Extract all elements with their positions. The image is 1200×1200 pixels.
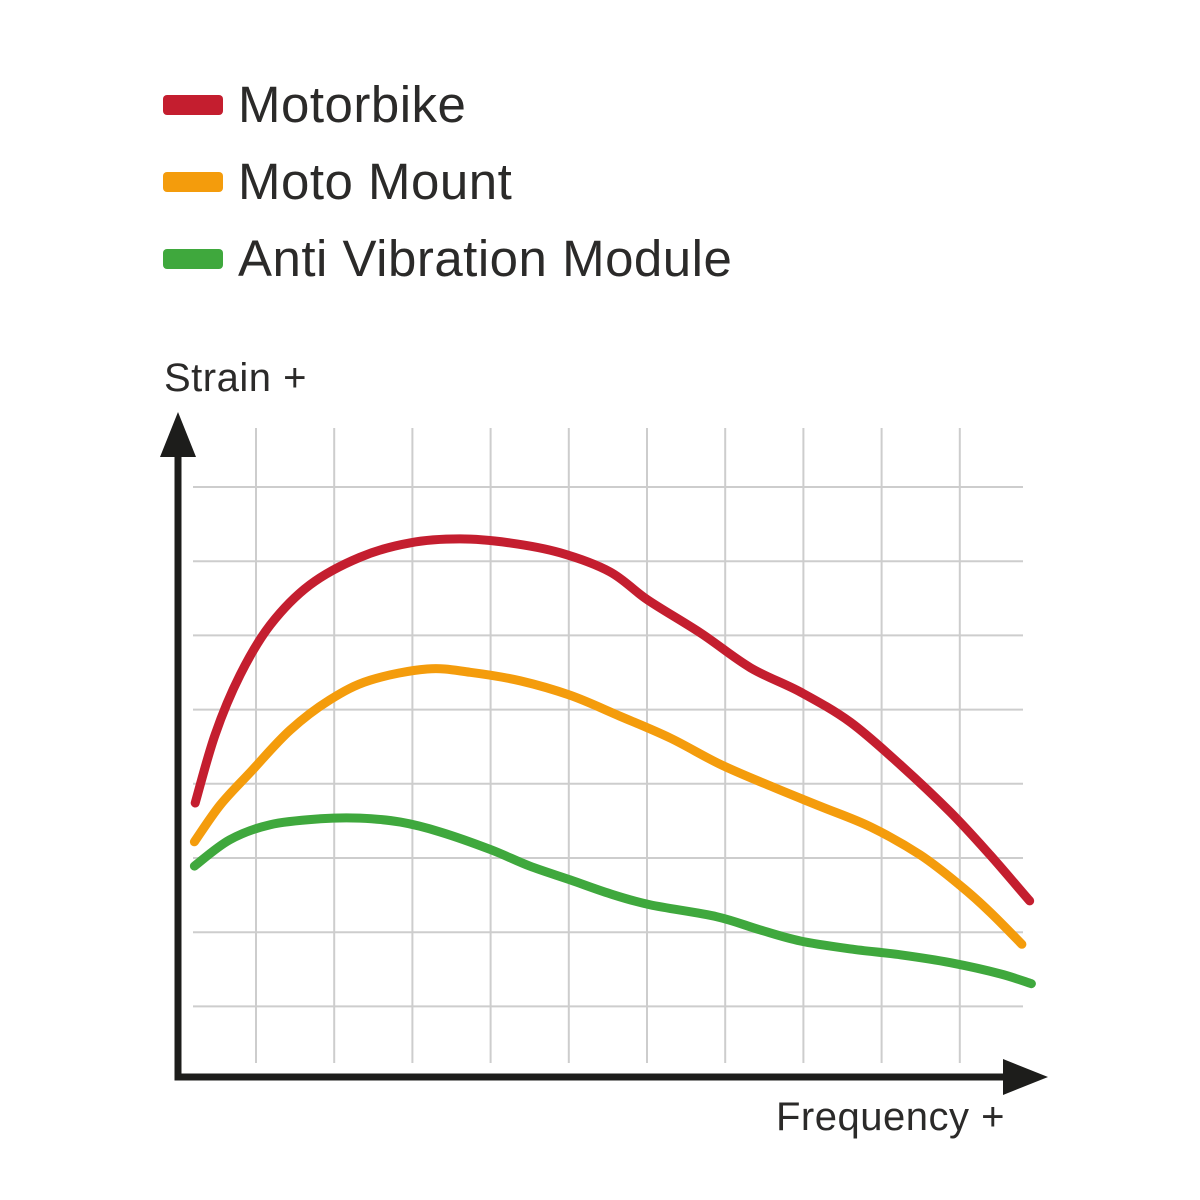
motorbike-color-swatch [163, 94, 223, 115]
y-axis-label: Strain + [164, 356, 307, 400]
y-axis-arrow-icon [160, 412, 196, 457]
legend: Motorbike Moto Mount Anti Vibration Modu… [163, 66, 732, 297]
legend-label-anti-vibration-module: Anti Vibration Module [238, 230, 733, 287]
series-curve-motorbike [190, 534, 1035, 906]
anti-vibration-module-color-swatch [163, 248, 223, 269]
x-axis-arrow-icon [1003, 1059, 1048, 1095]
x-axis-label: Frequency + [776, 1095, 1005, 1139]
series-curve-anti-vibration-module [189, 813, 1036, 989]
legend-label-motorbike: Motorbike [238, 76, 467, 133]
legend-item-motorbike: Motorbike [163, 66, 732, 143]
series-curve-moto-mount [189, 664, 1027, 949]
legend-item-moto-mount: Moto Mount [163, 143, 732, 220]
legend-label-moto-mount: Moto Mount [238, 153, 513, 210]
legend-item-anti-vibration-module: Anti Vibration Module [163, 220, 732, 297]
moto-mount-color-swatch [163, 171, 223, 192]
